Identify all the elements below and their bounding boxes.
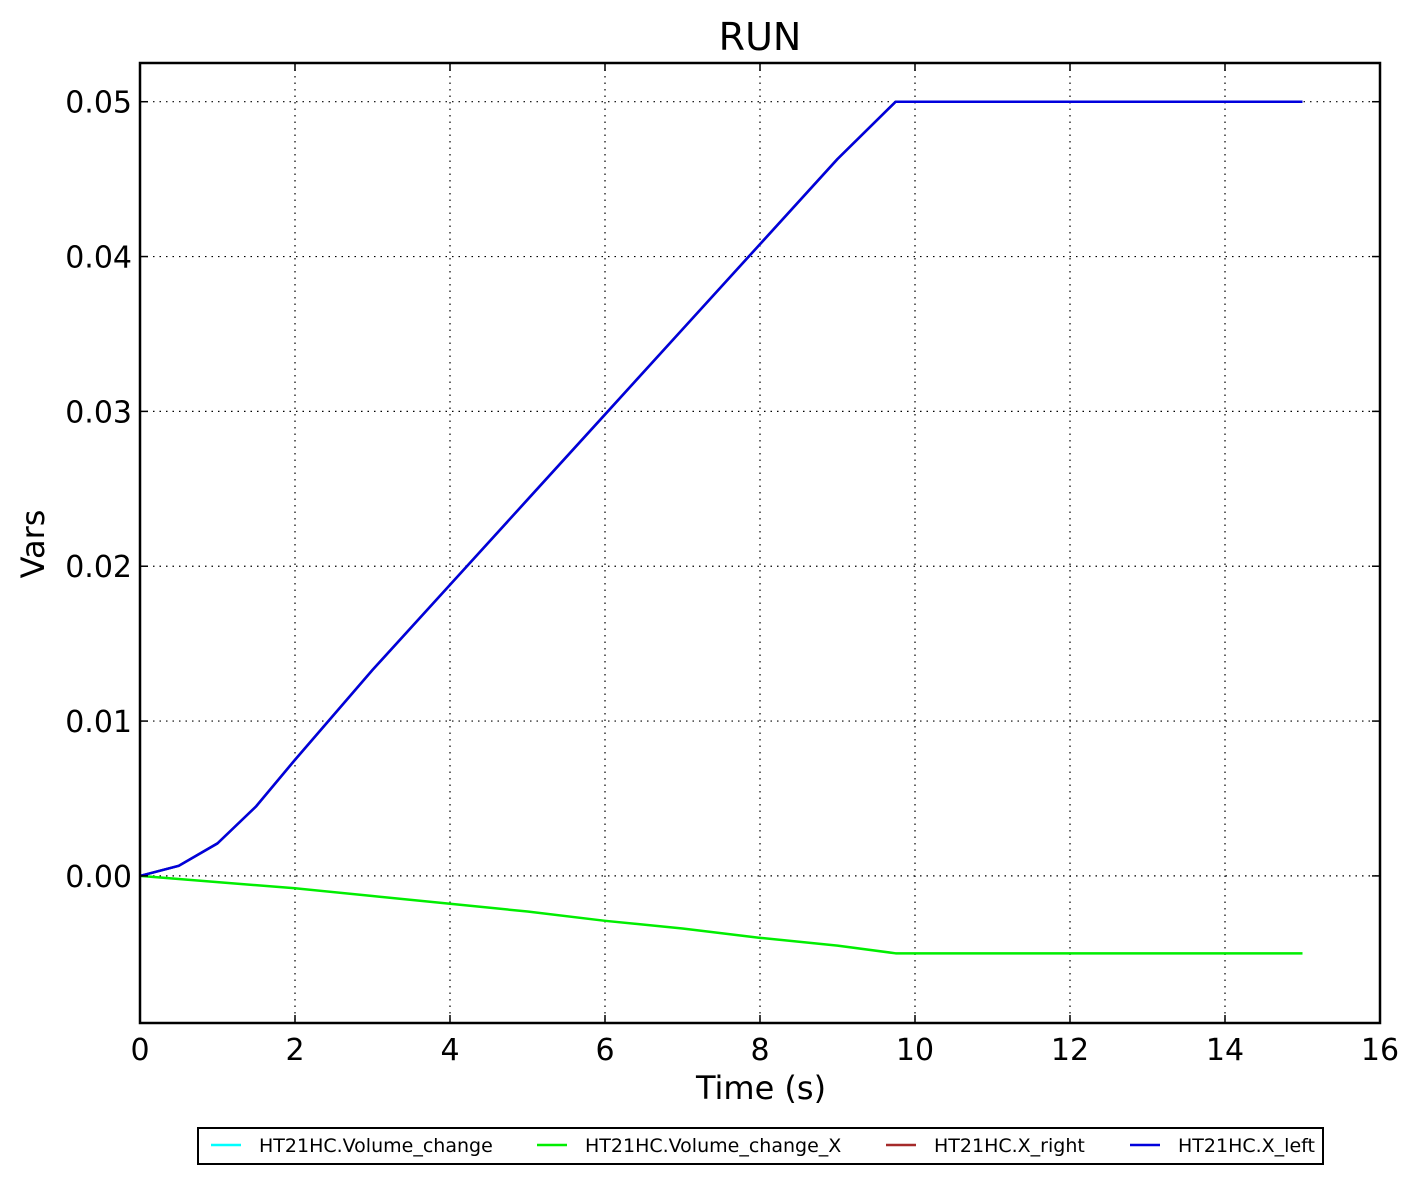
x-tick-label: 14 bbox=[1206, 1033, 1244, 1068]
series-line-2 bbox=[139, 874, 1303, 955]
y-axis-title: Vars bbox=[14, 510, 52, 579]
y-tick-label: 0.01 bbox=[65, 705, 132, 740]
x-tick-label: 2 bbox=[285, 1033, 304, 1068]
legend-label: HT21HC.Volume_change bbox=[259, 1135, 493, 1157]
y-tick-label: 0.00 bbox=[65, 860, 132, 895]
chart-title: RUN bbox=[719, 15, 802, 59]
y-tick-label: 0.04 bbox=[65, 241, 132, 276]
legend-label: HT21HC.X_left bbox=[1178, 1135, 1315, 1157]
legend-label: HT21HC.X_right bbox=[934, 1135, 1085, 1157]
y-tick-label: 0.03 bbox=[65, 395, 132, 430]
y-tick-label: 0.05 bbox=[65, 86, 132, 121]
series-lines bbox=[139, 100, 1303, 955]
x-tick-label: 4 bbox=[440, 1033, 459, 1068]
series-line-4 bbox=[139, 100, 1303, 878]
x-tick-label: 16 bbox=[1361, 1033, 1399, 1068]
x-tick-label: 6 bbox=[595, 1033, 614, 1068]
legend: HT21HC.Volume_change HT21HC.Volume_change… bbox=[197, 1127, 1324, 1165]
x-tick-label: 10 bbox=[896, 1033, 934, 1068]
y-tick-label: 0.02 bbox=[65, 550, 132, 585]
x-tick-label: 0 bbox=[130, 1033, 149, 1068]
legend-label: HT21HC.Volume_change_X bbox=[585, 1135, 841, 1157]
x-tick-label: 12 bbox=[1051, 1033, 1089, 1068]
x-axis-title: Time (s) bbox=[695, 1069, 826, 1107]
x-tick-label: 8 bbox=[750, 1033, 769, 1068]
axis-ticks: 0 2 4 6 8 10 12 14 16 0.00 0.01 0.02 0.03 0.04 0.05 bbox=[65, 63, 1399, 1068]
grid-lines bbox=[140, 63, 1380, 1023]
